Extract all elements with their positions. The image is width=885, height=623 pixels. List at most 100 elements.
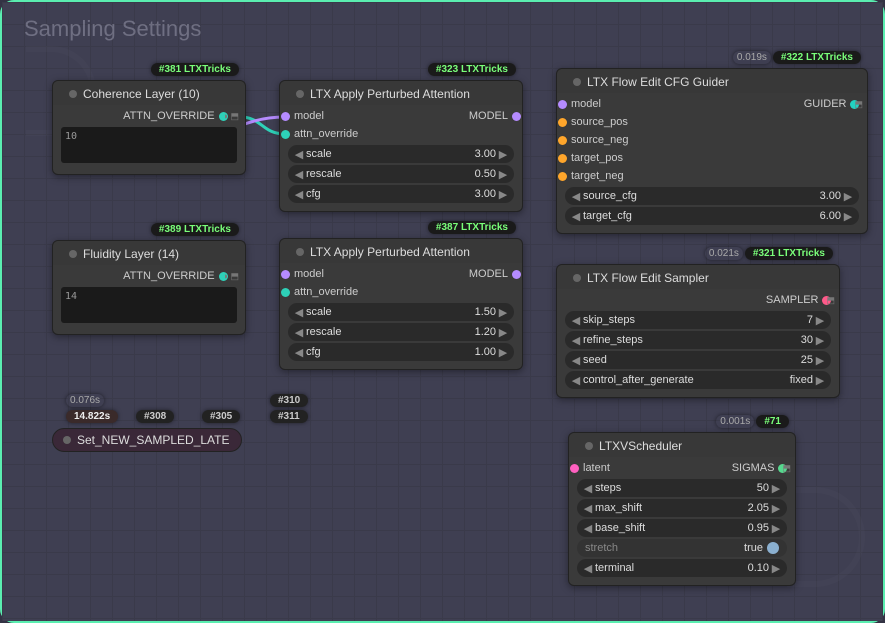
collapse-icon[interactable]: [573, 78, 581, 86]
node-header[interactable]: LTX Flow Edit CFG Guider: [557, 69, 867, 93]
increment-icon[interactable]: ▶: [771, 482, 781, 495]
collapse-icon[interactable]: [69, 250, 77, 258]
increment-icon[interactable]: ▶: [815, 354, 825, 367]
decrement-icon[interactable]: ◀: [571, 334, 581, 347]
node-perturbed-attention-a[interactable]: #323 LTXTricks LTX Apply Perturbed Atten…: [279, 80, 523, 212]
node-header[interactable]: LTXVScheduler: [569, 433, 795, 457]
widget-max_shift[interactable]: ◀max_shift2.05▶: [577, 499, 787, 517]
increment-icon[interactable]: ▶: [498, 188, 508, 201]
decrement-icon[interactable]: ◀: [294, 326, 304, 339]
decrement-icon[interactable]: ◀: [571, 374, 581, 387]
widget-rescale[interactable]: ◀rescale1.20▶: [288, 323, 514, 341]
output-sigmas[interactable]: SIGMAS⬒: [682, 459, 791, 477]
input-attn-override[interactable]: attn_override: [284, 125, 401, 143]
node-cfg-guider[interactable]: 0.019s #322 LTXTricks LTX Flow Edit CFG …: [556, 68, 868, 234]
increment-icon[interactable]: ▶: [815, 314, 825, 327]
input-source_pos[interactable]: source_pos: [561, 113, 712, 131]
widget-seed[interactable]: ◀seed25▶: [565, 351, 831, 369]
node-header[interactable]: LTX Flow Edit Sampler: [557, 265, 839, 289]
node-id-badge: #381 LTXTricks: [151, 63, 239, 76]
output-sampler[interactable]: SAMPLER⬒: [561, 291, 835, 309]
output-model[interactable]: MODEL: [401, 107, 518, 125]
widget-skip_steps[interactable]: ◀skip_steps7▶: [565, 311, 831, 329]
decrement-icon[interactable]: ◀: [294, 188, 304, 201]
node-edit-sampler[interactable]: 0.021s #321 LTXTricks LTX Flow Edit Samp…: [556, 264, 840, 398]
widget-cfg[interactable]: ◀cfg3.00▶: [288, 185, 514, 203]
node-header[interactable]: Coherence Layer (10): [53, 81, 245, 105]
increment-icon[interactable]: ▶: [771, 562, 781, 575]
input-latent[interactable]: latent: [573, 459, 682, 477]
decrement-icon[interactable]: ◀: [583, 502, 593, 515]
output-attn-override[interactable]: ATTN_OVERRIDE ◑ ⬒: [57, 267, 241, 285]
layer-text-input[interactable]: [61, 287, 237, 323]
time-badge: 14.822s: [66, 410, 118, 423]
collapse-icon[interactable]: [573, 274, 581, 282]
node-title: LTX Flow Edit Sampler: [587, 271, 709, 285]
collapse-icon[interactable]: [63, 436, 71, 444]
node-perturbed-attention-b[interactable]: #387 LTXTricks LTX Apply Perturbed Atten…: [279, 238, 523, 370]
input-target_neg[interactable]: target_neg: [561, 167, 712, 185]
node-header[interactable]: Fluidity Layer (14): [53, 241, 245, 265]
decrement-icon[interactable]: ◀: [571, 190, 581, 203]
node-set-latent[interactable]: Set_NEW_SAMPLED_LATE: [52, 428, 242, 452]
widget-source_cfg[interactable]: ◀source_cfg3.00▶: [565, 187, 859, 205]
collapse-icon[interactable]: [585, 442, 593, 450]
node-coherence-layer[interactable]: #381 LTXTricks Coherence Layer (10) ATTN…: [52, 80, 246, 175]
node-header[interactable]: LTX Apply Perturbed Attention: [280, 81, 522, 105]
node-title: Set_NEW_SAMPLED_LATE: [77, 433, 230, 447]
decrement-icon[interactable]: ◀: [583, 562, 593, 575]
node-title: LTXVScheduler: [599, 439, 682, 453]
decrement-icon[interactable]: ◀: [294, 148, 304, 161]
widget-refine_steps[interactable]: ◀refine_steps30▶: [565, 331, 831, 349]
node-fluidity-layer[interactable]: #389 LTXTricks Fluidity Layer (14) ATTN_…: [52, 240, 246, 335]
decrement-icon[interactable]: ◀: [571, 314, 581, 327]
decrement-icon[interactable]: ◀: [294, 306, 304, 319]
node-canvas[interactable]: Sampling Settings #381 LTXTricks Coheren…: [2, 2, 883, 621]
collapse-icon[interactable]: [296, 248, 304, 256]
widget-cfg[interactable]: ◀cfg1.00▶: [288, 343, 514, 361]
increment-icon[interactable]: ▶: [771, 522, 781, 535]
output-guider[interactable]: GUIDER⬒: [712, 95, 863, 113]
decrement-icon[interactable]: ◀: [571, 210, 581, 223]
increment-icon[interactable]: ▶: [498, 306, 508, 319]
increment-icon[interactable]: ▶: [498, 168, 508, 181]
time-badge: 0.076s: [66, 394, 104, 407]
decrement-icon[interactable]: ◀: [571, 354, 581, 367]
input-model[interactable]: model: [284, 107, 401, 125]
input-model[interactable]: model: [284, 265, 401, 283]
increment-icon[interactable]: ▶: [815, 374, 825, 387]
increment-icon[interactable]: ▶: [815, 334, 825, 347]
decrement-icon[interactable]: ◀: [583, 522, 593, 535]
input-model[interactable]: model: [561, 95, 712, 113]
output-model[interactable]: MODEL: [401, 265, 518, 283]
widget-steps[interactable]: ◀steps50▶: [577, 479, 787, 497]
node-header[interactable]: LTX Apply Perturbed Attention: [280, 239, 522, 263]
widget-base_shift[interactable]: ◀base_shift0.95▶: [577, 519, 787, 537]
collapse-icon[interactable]: [69, 90, 77, 98]
decrement-icon[interactable]: ◀: [294, 168, 304, 181]
input-source_neg[interactable]: source_neg: [561, 131, 712, 149]
decrement-icon[interactable]: ◀: [294, 346, 304, 359]
input-attn-override[interactable]: attn_override: [284, 283, 401, 301]
port-icon: [558, 154, 567, 163]
increment-icon[interactable]: ▶: [843, 190, 853, 203]
widget-stretch[interactable]: stretchtrue: [577, 539, 787, 557]
widget-rescale[interactable]: ◀rescale0.50▶: [288, 165, 514, 183]
decrement-icon[interactable]: ◀: [583, 482, 593, 495]
widget-scale[interactable]: ◀scale3.00▶: [288, 145, 514, 163]
increment-icon[interactable]: ▶: [498, 346, 508, 359]
input-target_pos[interactable]: target_pos: [561, 149, 712, 167]
node-scheduler[interactable]: 0.001s #71 LTXVScheduler latent SIGMAS⬒ …: [568, 432, 796, 586]
output-attn-override[interactable]: ATTN_OVERRIDE ◑ ⬒: [57, 107, 241, 125]
widget-target_cfg[interactable]: ◀target_cfg6.00▶: [565, 207, 859, 225]
increment-icon[interactable]: ▶: [498, 148, 508, 161]
increment-icon[interactable]: ▶: [771, 502, 781, 515]
increment-icon[interactable]: ▶: [843, 210, 853, 223]
collapse-icon[interactable]: [296, 90, 304, 98]
widget-control_after_generate[interactable]: ◀control_after_generatefixed▶: [565, 371, 831, 389]
widget-terminal[interactable]: ◀terminal0.10▶: [577, 559, 787, 577]
layer-text-input[interactable]: [61, 127, 237, 163]
increment-icon[interactable]: ▶: [498, 326, 508, 339]
widget-scale[interactable]: ◀scale1.50▶: [288, 303, 514, 321]
node-id-badge: #311: [270, 410, 308, 423]
